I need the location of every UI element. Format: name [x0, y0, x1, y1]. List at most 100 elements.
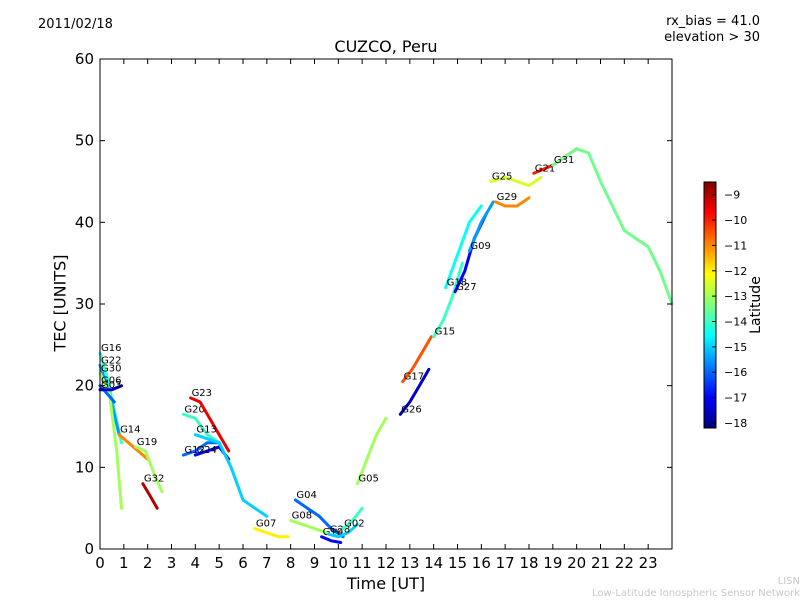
- x-tick-label: 21: [591, 554, 610, 572]
- x-tick-label: 7: [262, 554, 272, 572]
- series-label: G14: [120, 425, 140, 436]
- series-label: G22: [101, 355, 121, 366]
- series-line-g08: [289, 518, 328, 535]
- series-label: G23: [192, 388, 212, 399]
- x-tick-label: 11: [353, 554, 372, 572]
- plot-area: [100, 59, 672, 549]
- x-tick-label: 8: [286, 554, 296, 572]
- x-tick-label: 2: [143, 554, 153, 572]
- series-label: G09: [470, 241, 490, 252]
- series-line-g30: [98, 371, 123, 510]
- y-tick-label: 10: [75, 458, 94, 476]
- series-label: G16: [101, 343, 121, 354]
- series-label: G30: [101, 363, 121, 374]
- series-label: G17: [404, 372, 424, 383]
- colorbar-tick-label: −12: [724, 265, 747, 278]
- series-line-g23: [189, 396, 231, 453]
- x-tick-label: 0: [95, 554, 105, 572]
- series-label: G26: [401, 404, 421, 415]
- colorbar-tick-label: −9: [724, 189, 740, 202]
- x-tick-label: 4: [191, 554, 201, 572]
- series-line-g31: [551, 147, 674, 306]
- y-tick-label: 20: [75, 377, 94, 395]
- credit-long: Low-Latitude Ionospheric Sensor Network: [592, 588, 800, 599]
- series-label: G27: [456, 282, 476, 293]
- series-line-g17: [401, 335, 433, 384]
- x-tick-label: 20: [567, 554, 586, 572]
- x-tick-label: 23: [639, 554, 658, 572]
- y-tick-label: 0: [84, 540, 94, 558]
- x-tick-label: 17: [496, 554, 515, 572]
- series-line-g05: [355, 416, 388, 486]
- x-tick-label: 19: [543, 554, 562, 572]
- series-label: G13: [196, 425, 216, 436]
- series-line-g02: [341, 506, 364, 531]
- x-tick-label: 5: [214, 554, 224, 572]
- x-tick-label: 10: [329, 554, 348, 572]
- series-label: G07: [256, 519, 276, 530]
- series-label: G04: [296, 490, 316, 501]
- series-label: G08: [292, 510, 312, 521]
- series-label: G18: [447, 278, 467, 289]
- colorbar-tick-label: −16: [724, 366, 747, 379]
- series-label: G06: [101, 376, 121, 387]
- x-tick-label: 3: [167, 554, 177, 572]
- series-label: G12: [184, 445, 204, 456]
- series-label: G21: [535, 163, 555, 174]
- series-line-g20: [181, 412, 221, 445]
- series-line-g13: [193, 433, 269, 518]
- series-line-g07: [253, 527, 290, 539]
- plot-background: [100, 59, 672, 549]
- x-tick-label: 15: [448, 554, 467, 572]
- x-tick-label: 22: [615, 554, 634, 572]
- colorbar-tick-label: −11: [724, 239, 747, 252]
- x-tick-label: 13: [400, 554, 419, 572]
- series-label: G02: [344, 519, 364, 530]
- series-label: G03: [101, 380, 121, 391]
- series-line-g12: [181, 441, 221, 457]
- series-label: G19: [137, 437, 157, 448]
- series-label: G24: [196, 445, 216, 456]
- series-line-g09: [467, 200, 495, 253]
- series-line-g19: [134, 445, 164, 494]
- series-line-g28: [327, 523, 359, 539]
- series-line-g03: [98, 384, 123, 392]
- series-label: G15: [435, 327, 455, 338]
- colorbar-tick-label: −18: [724, 417, 747, 430]
- x-tick-label: 12: [376, 554, 395, 572]
- colorbar-tick-label: −17: [724, 392, 747, 405]
- x-axis-label: Time [UT]: [346, 574, 426, 593]
- series-line-g25: [489, 175, 543, 188]
- colorbar-gradient: [703, 181, 717, 429]
- axes-layer: 0 1 2 3 4 5 6 7 8 9 10 11 12 13 14 15 16 17 18 19 20 21 22 2301…: [75, 50, 673, 572]
- series-label: G29: [497, 192, 517, 203]
- series-label: G20: [184, 404, 204, 415]
- x-tick-label: 1: [119, 554, 129, 572]
- colorbar-tick-label: −14: [724, 315, 747, 328]
- series-label: G10: [323, 527, 343, 538]
- series-label: G05: [358, 474, 378, 485]
- series-line-g10: [320, 535, 343, 544]
- colorbar-tick-label: −13: [724, 290, 747, 303]
- chart-title: CUZCO, Peru: [334, 37, 438, 56]
- x-tick-label: 9: [310, 554, 320, 572]
- colorbar-tick-label: −15: [724, 341, 747, 354]
- series-line-g15: [432, 261, 464, 339]
- series-line-g14: [117, 433, 150, 461]
- colorbar: −9 −10 −11 −12 −13 −14 −15 −16 −17 −18: [703, 181, 747, 430]
- y-tick-label: 50: [75, 132, 94, 150]
- series-label: G32: [144, 474, 164, 485]
- series-line-g18: [444, 204, 483, 290]
- series-line-g29: [494, 196, 531, 208]
- x-tick-label: 14: [424, 554, 443, 572]
- y-tick-label: 30: [75, 295, 94, 313]
- series-line-g04: [293, 498, 345, 539]
- x-tick-label: 16: [472, 554, 491, 572]
- series-line-g26: [398, 367, 431, 416]
- series-label: G28: [330, 524, 350, 535]
- series-label: G31: [554, 155, 574, 166]
- series-line-g32: [141, 482, 159, 510]
- y-tick-label: 60: [75, 50, 94, 68]
